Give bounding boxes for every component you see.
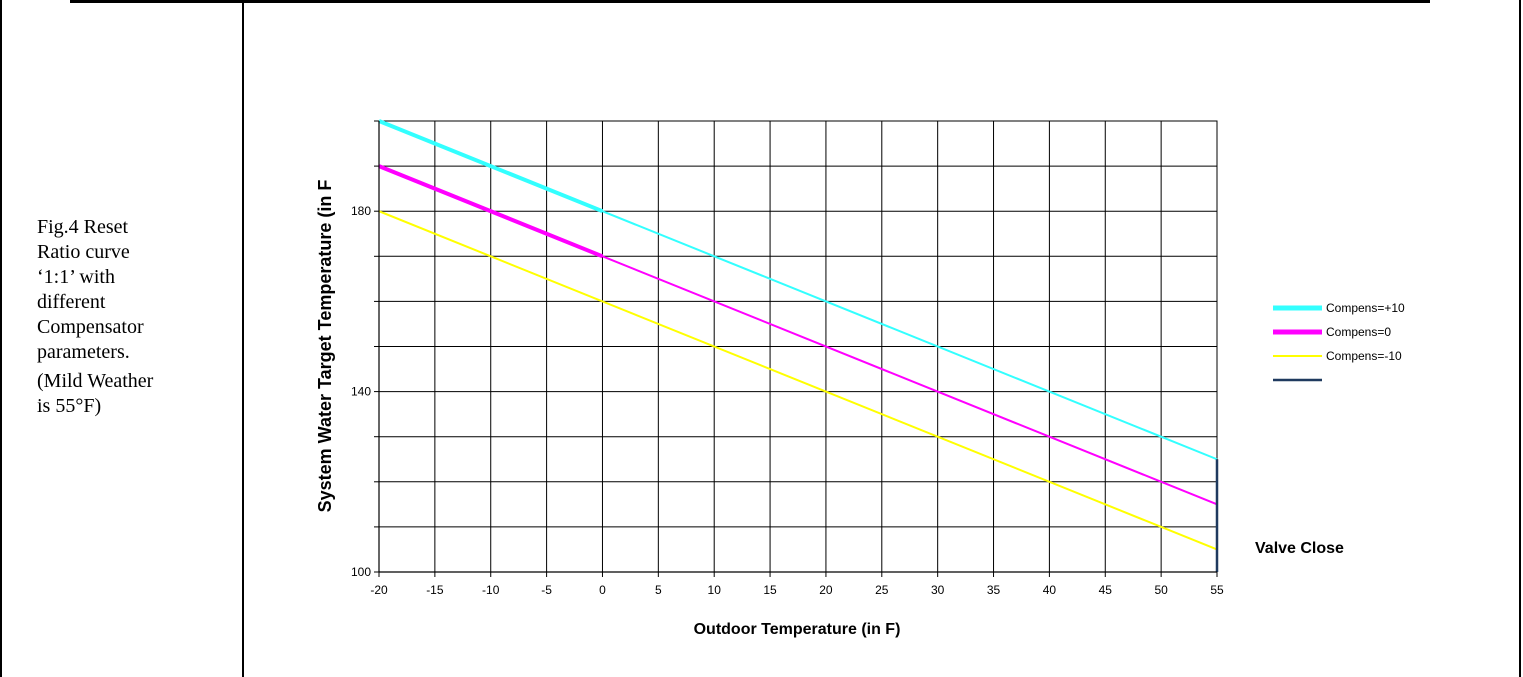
caption-line: Ratio curve [37,241,130,263]
series-line [378,210,1218,551]
y-axis-label: System Water Target Temperature (in F [315,180,335,513]
x-tick-label: 10 [708,583,722,597]
caption-line: parameters. [37,341,130,363]
y-tick-label: 140 [351,385,371,399]
chart-series [378,119,1219,572]
x-axis-label: Outdoor Temperature (in F) [694,621,901,638]
legend-label: Compens=+10 [1326,301,1405,315]
caption-line: Compensator [37,316,144,338]
x-tick-label: 35 [987,583,1001,597]
column-divider [242,0,244,677]
series-line-emphasis [378,164,604,259]
x-tick-label: 20 [819,583,833,597]
x-tick-label: -15 [426,583,444,597]
x-tick-label: 0 [599,583,606,597]
caption-line: ‘1:1’ with [37,266,115,288]
top-border [70,0,1430,3]
caption-subline: is 55°F) [37,395,102,417]
chart-axes: -20 -15 -10 -5 0 5 10 15 20 25 30 35 40 45 50 55 100 140 1… [351,120,1224,597]
x-tick-label: 5 [655,583,662,597]
figure-caption: Fig.4 Reset Ratio curve ‘1:1’ with diffe… [37,215,212,419]
x-tick-label: 15 [763,583,777,597]
x-tick-label: -20 [370,583,388,597]
legend-label: Compens=-10 [1326,349,1402,363]
valve-close-annotation: Valve Close [1255,540,1344,557]
chart-legend: Compens=+10 Compens=0 Compens=-10 [1273,301,1405,382]
x-tick-label: 55 [1210,583,1224,597]
caption-subline: (Mild Weather [37,370,154,392]
x-tick-label: -5 [541,583,552,597]
x-tick-label: 50 [1154,583,1168,597]
chart-grid [378,120,1218,573]
caption-line: different [37,291,106,313]
x-tick-label: 30 [931,583,945,597]
caption-line: Fig.4 Reset [37,216,129,238]
x-tick-label: 40 [1043,583,1057,597]
x-tick-label: 25 [875,583,889,597]
x-tick-label: 45 [1099,583,1113,597]
y-tick-label: 180 [351,204,371,218]
y-tick-label: 100 [351,565,371,579]
series-line-emphasis [378,119,604,214]
legend-label: Compens=0 [1326,325,1391,339]
x-tick-label: -10 [482,583,500,597]
